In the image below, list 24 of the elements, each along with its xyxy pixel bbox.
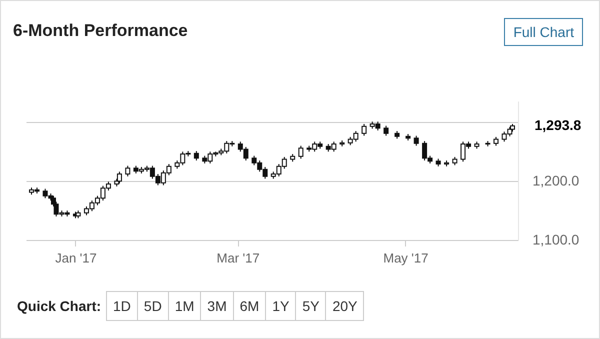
candlestick: [116, 171, 122, 184]
text: 6M: [232, 291, 266, 321]
candlestick: [362, 123, 367, 136]
candlestick: [414, 135, 419, 146]
candlestick: [125, 165, 130, 177]
y-tick-label: 1,200.0: [532, 172, 580, 189]
x-tick-label: Jan '17: [55, 250, 97, 266]
candlestick: [298, 145, 304, 160]
text: 1M: [168, 291, 202, 321]
annotation: 1,293.8: [534, 116, 582, 133]
text: Full Chart: [504, 18, 583, 46]
candlestick: [384, 125, 389, 136]
text: 5D: [136, 291, 169, 321]
text: 3M: [200, 291, 234, 321]
chart-title: 6-Month Performance: [13, 21, 188, 41]
text: Quick Chart:: [17, 298, 102, 314]
x-tick-label: May '17: [383, 250, 428, 266]
text: 1Y: [265, 291, 296, 321]
text: 20Y: [325, 291, 364, 321]
text: 1D: [106, 291, 138, 321]
text: 5Y: [295, 291, 326, 321]
x-tick-label: Mar '17: [216, 250, 260, 266]
candlestick: [194, 150, 199, 161]
y-tick-label: 1,100.0: [532, 232, 580, 248]
